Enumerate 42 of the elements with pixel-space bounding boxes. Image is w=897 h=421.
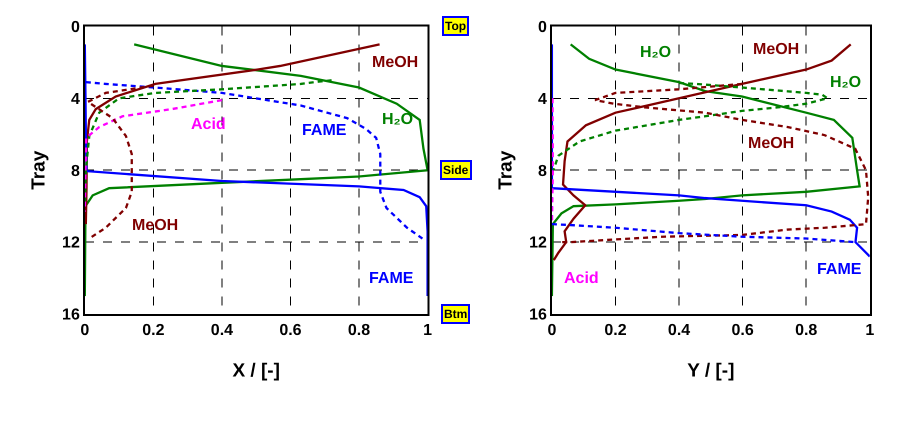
series-label: H₂O <box>830 74 862 91</box>
x-tick-label: 0.6 <box>732 322 754 339</box>
series-label: Acid <box>191 116 226 133</box>
x-axis-title: Y / [-] <box>687 360 734 382</box>
series-label: MeOH <box>132 217 178 234</box>
y-axis-title: Tray <box>496 150 516 190</box>
x-tick-label: 1 <box>423 322 432 339</box>
x-tick-label: 0.4 <box>668 322 690 339</box>
x-axis-title: X / [-] <box>232 360 280 382</box>
y-tick-label: 8 <box>538 162 548 180</box>
text: Btm <box>444 307 468 321</box>
line-series <box>84 43 428 298</box>
series-label: MeOH <box>372 54 418 71</box>
y-tick-label: 0 <box>538 18 548 36</box>
text: Side <box>443 163 469 177</box>
text: Acid <box>564 270 599 287</box>
x-tick-label: 0.8 <box>348 322 370 339</box>
x-tick-label: 0.2 <box>142 322 165 339</box>
series-label: MeOH <box>753 41 800 58</box>
series-label: FAME <box>817 261 862 278</box>
series-label: FAME <box>302 122 347 139</box>
x-tick-label: 0.2 <box>604 322 627 339</box>
x-tick-label: 1 <box>865 322 874 339</box>
x-tick-label: 0.8 <box>795 322 818 339</box>
y-tick-label: 8 <box>70 162 80 180</box>
x-tick-label: 0.6 <box>279 322 302 339</box>
series-label: H₂O <box>382 111 414 128</box>
x-tick-label: 0.4 <box>210 322 234 339</box>
y-tick-label: 0 <box>70 18 80 36</box>
y-axis-title: Tray <box>28 150 50 190</box>
line-series <box>552 43 861 298</box>
text: Top <box>445 19 466 33</box>
line-series <box>84 98 224 213</box>
y-tick-label: 12 <box>62 234 80 252</box>
series-label: MeOH <box>748 135 794 152</box>
y-tick-label: 4 <box>538 90 548 108</box>
y-tick-label: 12 <box>529 234 548 252</box>
y-tick-label: 16 <box>529 306 548 324</box>
y-tick-label: 4 <box>70 90 80 108</box>
series-label: H₂O <box>640 44 672 61</box>
series-label: FAME <box>369 270 414 287</box>
y-tick-label: 16 <box>62 306 80 324</box>
